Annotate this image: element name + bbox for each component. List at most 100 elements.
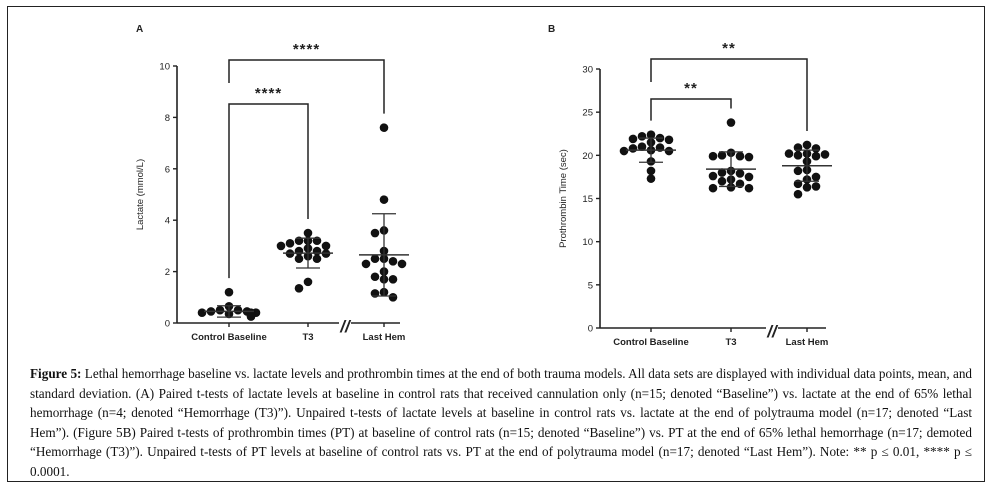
significance-label: **** [293, 41, 320, 58]
data-point [388, 257, 398, 266]
data-point [708, 183, 718, 193]
significance-bracket [650, 58, 808, 131]
data-point [664, 135, 674, 145]
y-tick-label: 25 [582, 108, 593, 119]
data-point [646, 130, 656, 139]
x-tick-label: T3 [725, 337, 736, 348]
series-last-hem [782, 140, 832, 199]
data-point [708, 171, 718, 181]
y-tick-label: 30 [582, 65, 593, 76]
data-point [744, 172, 754, 182]
figure-charts: A // 0 2 4 6 8 10 Lactate (mmol/L) Control Baseli… [135, 24, 832, 348]
x-tick-label: T3 [302, 332, 313, 343]
data-point [811, 172, 821, 182]
series-t3 [276, 228, 333, 293]
data-point [303, 228, 313, 238]
data-point [628, 134, 638, 144]
data-point [321, 241, 331, 251]
data-point [312, 246, 322, 256]
axis-break-mark: // [339, 317, 352, 336]
data-point [370, 272, 380, 282]
significance-bracket [228, 103, 309, 279]
data-point [312, 254, 322, 264]
data-point [370, 228, 380, 238]
data-point [811, 151, 821, 161]
data-point [726, 118, 736, 127]
chart-panel-B: B // 0 5 10 15 20 25 30 Prothrombin Time (sec) Con… [548, 24, 832, 348]
data-point [717, 176, 727, 186]
data-point [637, 142, 647, 151]
data-point [708, 151, 718, 161]
data-point [379, 195, 389, 204]
data-point [370, 254, 380, 264]
data-point [784, 149, 794, 158]
y-tick-label: 0 [588, 324, 593, 335]
y-tick-label: 4 [165, 216, 170, 227]
y-tick-label: 2 [165, 267, 170, 278]
significance-label: ** [684, 80, 698, 97]
significance-bracket [228, 59, 385, 114]
x-tick-label: Last Hem [786, 337, 829, 348]
panel-label: A [136, 24, 143, 35]
data-point [793, 166, 803, 176]
data-point [717, 151, 727, 160]
data-point [717, 168, 727, 177]
y-tick-label: 5 [588, 280, 593, 291]
data-point [224, 287, 234, 297]
figure-caption: Figure 5: Lethal hemorrhage baseline vs.… [30, 364, 972, 482]
y-tick-label: 20 [582, 151, 593, 162]
data-point [397, 259, 407, 269]
data-point [802, 182, 812, 192]
chart-panel-A: A // 0 2 4 6 8 10 Lactate (mmol/L) Control Baseli… [135, 24, 409, 343]
data-point [637, 132, 647, 141]
series-control-baseline [619, 130, 676, 183]
data-point [726, 182, 736, 192]
series-last-hem [359, 123, 409, 302]
data-point [233, 305, 243, 315]
y-tick-label: 8 [165, 113, 170, 124]
series-control-baseline [197, 287, 261, 321]
data-point [303, 277, 313, 287]
data-point [294, 246, 304, 256]
data-point [793, 189, 803, 199]
significance-label: **** [255, 85, 282, 102]
data-point [735, 169, 745, 178]
y-tick-label: 10 [159, 62, 170, 73]
data-point [735, 151, 745, 161]
data-point [276, 241, 286, 251]
significance-bracket [650, 98, 732, 121]
figure-frame [7, 6, 985, 482]
data-point [811, 182, 821, 191]
x-tick-label: Control Baseline [613, 337, 689, 348]
data-point [285, 239, 295, 248]
significance-label: ** [722, 40, 736, 57]
data-point [811, 144, 821, 153]
data-point [793, 151, 803, 160]
data-point [388, 293, 398, 302]
panel-label: B [548, 24, 555, 35]
data-point [294, 254, 304, 264]
data-point [744, 183, 754, 193]
data-point [646, 174, 656, 183]
data-point [744, 152, 754, 162]
data-point [646, 166, 656, 176]
data-point [664, 146, 674, 156]
y-tick-label: 0 [165, 319, 170, 330]
data-point [294, 284, 304, 293]
y-axis-label: Lactate (mmol/L) [135, 159, 146, 230]
data-point [619, 146, 629, 156]
data-point [246, 312, 256, 321]
figure-label: Figure 5: [30, 366, 82, 381]
y-tick-label: 6 [165, 164, 170, 175]
x-tick-label: Control Baseline [191, 332, 267, 343]
data-point [820, 150, 830, 159]
data-point [197, 308, 207, 318]
y-tick-label: 10 [582, 237, 593, 248]
data-point [628, 144, 638, 153]
data-point [802, 140, 812, 150]
data-point [379, 123, 389, 132]
axis-break-mark: // [766, 322, 779, 341]
data-point [215, 305, 225, 315]
y-tick-label: 15 [582, 194, 593, 205]
series-t3 [706, 118, 756, 193]
